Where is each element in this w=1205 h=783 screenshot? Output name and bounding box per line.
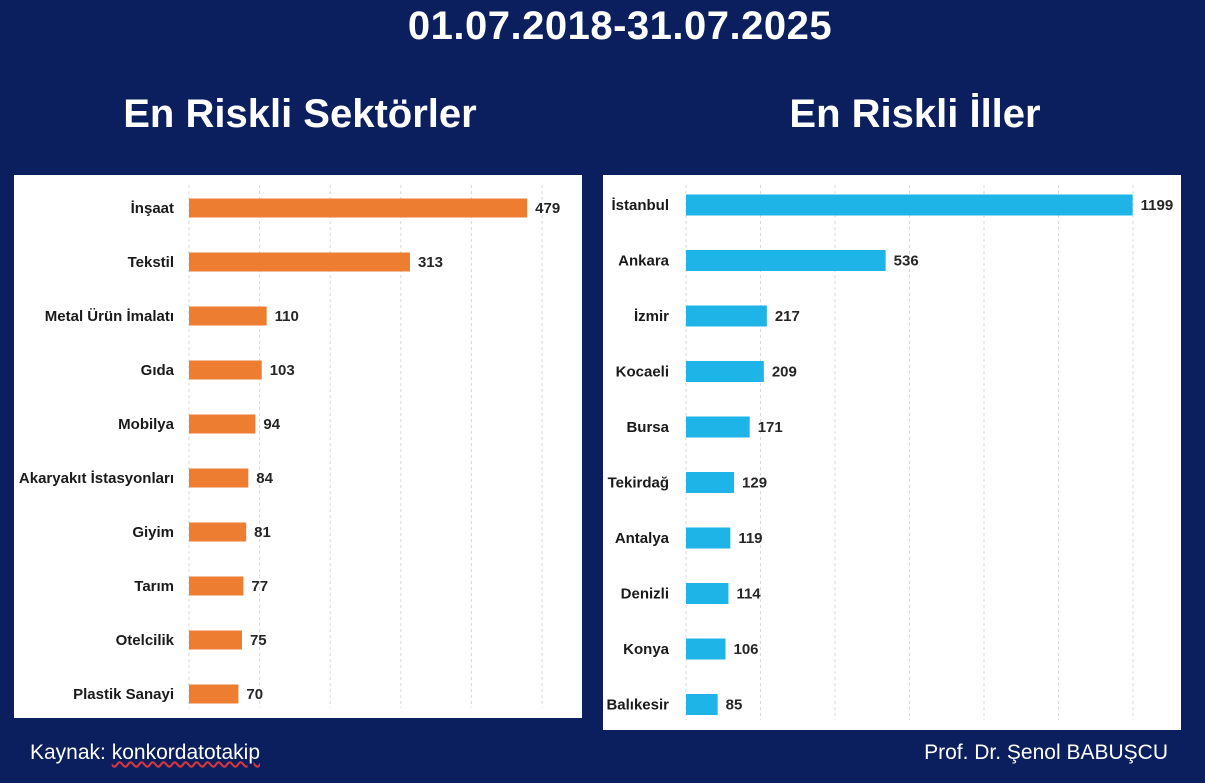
city-bar: [686, 361, 764, 382]
city-bar: [686, 638, 726, 660]
city-bar: [686, 194, 1133, 216]
sector-bar: [189, 252, 410, 272]
sector-bar: [189, 198, 528, 218]
sector-category-label: Tekstil: [128, 254, 174, 271]
sector-bar: [189, 522, 247, 542]
city-value-label: 106: [733, 641, 758, 658]
city-category-label: Ankara: [618, 253, 670, 270]
cities-bar-chart: İstanbul 1199 Ankara 536 İzmir 217 Kocaeli 209 B…: [606, 185, 1174, 720]
sector-bar: [189, 684, 239, 704]
city-bar: [686, 583, 729, 604]
sector-category-label: Plastik Sanayi: [73, 686, 174, 703]
sector-value-label: 103: [270, 362, 295, 379]
sector-bar: [189, 630, 242, 650]
city-bar: [686, 472, 735, 493]
sector-bar: [189, 306, 267, 326]
sector-value-label: 77: [251, 578, 268, 595]
cities-chart-title: En Riskli İller: [789, 92, 1041, 136]
source-name: konkordatotakip: [111, 741, 260, 764]
author-credit: Prof. Dr. Şenol BABUŞCU: [924, 741, 1168, 764]
city-category-label: Kocaeli: [616, 364, 669, 381]
city-value-label: 129: [742, 475, 767, 492]
city-value-label: 119: [738, 530, 762, 547]
city-bar: [686, 416, 750, 438]
sector-category-label: Akaryakıt İstasyonları: [19, 470, 174, 487]
sector-bar: [189, 576, 244, 596]
sector-value-label: 75: [250, 632, 267, 649]
city-category-label: Denizli: [621, 586, 669, 603]
city-category-label: Antalya: [615, 530, 670, 547]
city-category-label: Balıkesir: [606, 697, 669, 714]
sector-value-label: 479: [535, 200, 560, 217]
sector-value-label: 313: [418, 254, 443, 271]
source-note: Kaynak: konkordatotakip: [30, 741, 260, 765]
sector-bar: [189, 468, 249, 488]
city-value-label: 536: [894, 253, 919, 270]
sector-value-label: 84: [256, 470, 273, 487]
sector-category-label: Otelcilik: [116, 632, 175, 649]
city-category-label: İzmir: [634, 308, 669, 325]
city-category-label: Tekirdağ: [608, 475, 669, 492]
city-value-label: 85: [726, 697, 743, 714]
sector-value-label: 110: [275, 308, 299, 325]
sector-category-label: Tarım: [134, 578, 174, 595]
city-bar: [686, 250, 886, 271]
sector-value-label: 70: [246, 686, 263, 703]
sector-category-label: Mobilya: [118, 416, 174, 433]
city-category-label: İstanbul: [611, 197, 669, 214]
cities-chart-panel: İstanbul 1199 Ankara 536 İzmir 217 Kocaeli 209 B…: [603, 175, 1181, 730]
sectors-bar-chart: İnşaat 479 Tekstil 313 Metal Ürün İmalatı 110…: [19, 185, 560, 708]
city-bar: [686, 527, 731, 549]
sector-bar: [189, 414, 256, 434]
date-range-title: 01.07.2018-31.07.2025: [407, 4, 833, 48]
sector-value-label: 94: [263, 416, 280, 433]
sector-bar: [189, 360, 262, 380]
source-label: Kaynak:: [30, 741, 106, 764]
sector-category-label: İnşaat: [131, 200, 174, 217]
sectors-chart-title: En Riskli Sektörler: [123, 92, 477, 136]
city-bar: [686, 305, 767, 327]
sector-category-label: Giyim: [132, 524, 174, 541]
sector-category-label: Metal Ürün İmalatı: [45, 308, 174, 325]
city-category-label: Konya: [623, 641, 670, 658]
city-value-label: 171: [758, 419, 783, 436]
sector-category-label: Gıda: [141, 362, 175, 379]
city-value-label: 209: [772, 364, 797, 381]
city-category-label: Bursa: [626, 419, 669, 436]
sector-value-label: 81: [254, 524, 271, 541]
city-bar: [686, 694, 718, 715]
sectors-chart-panel: İnşaat 479 Tekstil 313 Metal Ürün İmalatı 110…: [14, 175, 582, 718]
city-value-label: 114: [736, 586, 761, 603]
city-value-label: 217: [775, 308, 800, 325]
city-value-label: 1199: [1141, 197, 1174, 214]
